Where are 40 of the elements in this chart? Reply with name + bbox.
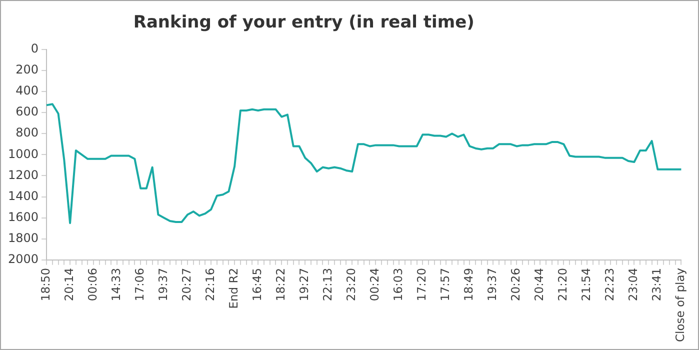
x-tick-label: 16:45 xyxy=(250,268,264,302)
x-tick-label: 19:37 xyxy=(156,268,170,302)
chart-title: Ranking of your entry (in real time) xyxy=(133,12,474,33)
x-tick-label: 23:20 xyxy=(344,268,358,302)
y-tick-label: 1200 xyxy=(8,168,39,182)
x-tick-label: 20:14 xyxy=(62,268,76,302)
x-tick-label: 23:41 xyxy=(650,268,664,302)
x-tick-label: 21:20 xyxy=(556,268,570,302)
x-tick-label: 17:06 xyxy=(132,268,147,302)
x-tick-label: 22:16 xyxy=(203,268,218,302)
y-tick-label: 1400 xyxy=(8,188,39,203)
x-tick-label: 18:49 xyxy=(462,268,476,302)
x-tick-label: 20:27 xyxy=(180,268,194,302)
x-tick-label: 17:20 xyxy=(414,268,429,302)
x-tick-label: 20:26 xyxy=(508,268,523,302)
x-tick-label: 18:50 xyxy=(38,268,53,302)
x-tick-label: 19:27 xyxy=(297,268,312,302)
x-tick-label: 00:24 xyxy=(368,268,382,302)
x-tick-label: Close of play xyxy=(673,268,688,342)
y-tick-label: 200 xyxy=(16,62,39,77)
x-tick-label: 22:13 xyxy=(320,268,335,302)
y-tick-label: 1600 xyxy=(8,210,39,224)
x-tick-label: End R2 xyxy=(226,268,241,309)
x-tick-label: 00:06 xyxy=(86,268,100,302)
x-tick-label: 16:03 xyxy=(391,268,406,302)
x-tick-label: 20:44 xyxy=(532,268,546,302)
y-tick-label: 600 xyxy=(16,104,39,119)
y-tick-label: 1000 xyxy=(8,146,39,161)
x-tick-label: 19:37 xyxy=(485,268,500,302)
y-tick-label: 2000 xyxy=(8,252,39,266)
x-tick-label: 23:04 xyxy=(626,268,640,302)
x-tick-label: 21:54 xyxy=(579,268,594,302)
x-tick-label: 22:23 xyxy=(602,268,617,302)
y-tick-label: 0 xyxy=(30,42,39,56)
x-tick-label: 18:22 xyxy=(274,268,288,302)
y-tick-label: 1800 xyxy=(8,231,39,245)
y-tick-label: 400 xyxy=(16,84,39,98)
x-tick-label: 14:33 xyxy=(109,268,124,302)
x-tick-label: 17:57 xyxy=(438,268,452,302)
y-tick-label: 800 xyxy=(16,126,39,140)
